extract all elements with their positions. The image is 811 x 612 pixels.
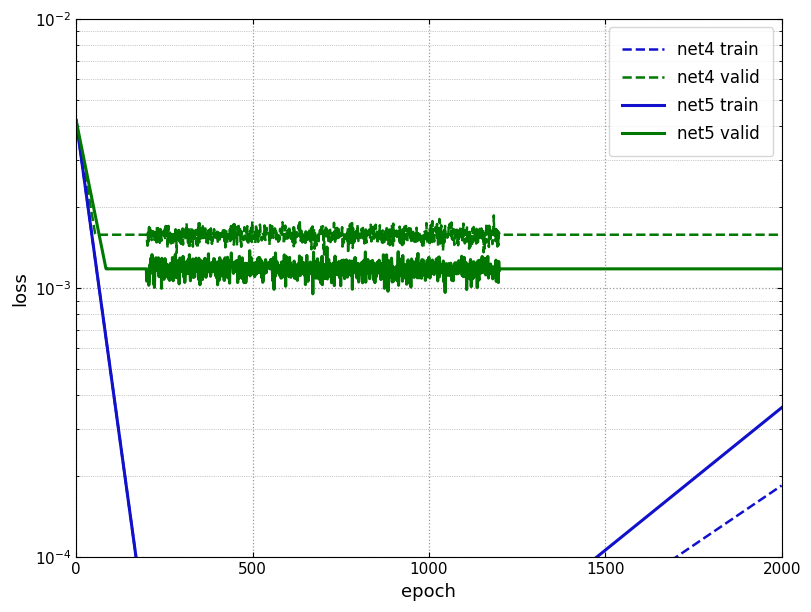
net5 valid — [495, 265, 504, 272]
net4 train — [651, 566, 661, 573]
net4 train — [109, 395, 119, 402]
net4 valid — [134, 231, 144, 239]
net5 train — [87, 233, 97, 240]
net5 valid — [333, 272, 343, 279]
net5 train — [109, 395, 119, 402]
net4 valid — [651, 231, 661, 239]
Line: net4 train: net4 train — [76, 121, 781, 612]
net5 train — [71, 117, 81, 124]
net4 valid — [87, 212, 97, 219]
net4 valid — [333, 223, 343, 231]
net5 valid — [134, 265, 144, 272]
net4 valid — [109, 231, 119, 239]
net4 train — [71, 117, 81, 124]
net5 valid — [651, 265, 661, 272]
net4 train — [776, 482, 786, 489]
net5 valid — [109, 265, 119, 272]
net4 valid — [776, 231, 786, 239]
net5 valid — [307, 290, 317, 297]
net5 valid — [87, 196, 97, 203]
Line: net4 valid: net4 valid — [76, 121, 781, 255]
Legend: net4 train, net4 valid, net5 train, net5 valid: net4 train, net4 valid, net5 train, net5… — [608, 28, 772, 156]
net5 valid — [776, 265, 786, 272]
net4 train — [134, 575, 144, 582]
net5 train — [776, 404, 786, 411]
X-axis label: epoch: epoch — [401, 583, 456, 601]
Line: net5 train: net5 train — [76, 121, 781, 612]
net4 valid — [319, 251, 328, 258]
net5 valid — [71, 117, 81, 124]
net4 valid — [495, 231, 504, 239]
net4 valid — [71, 117, 81, 124]
Line: net5 valid: net5 valid — [76, 121, 781, 294]
net5 train — [134, 575, 144, 582]
Y-axis label: loss: loss — [11, 271, 29, 305]
net5 train — [651, 505, 661, 512]
net4 train — [87, 233, 97, 240]
